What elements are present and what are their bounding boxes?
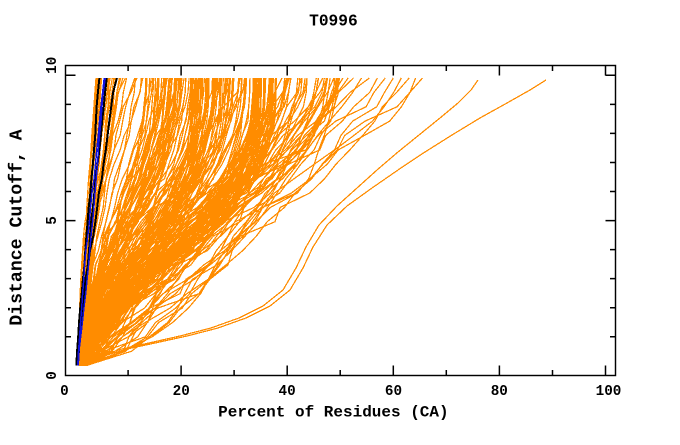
svg-text:80: 80 — [491, 384, 508, 400]
svg-text:100: 100 — [596, 384, 622, 400]
svg-text:10: 10 — [45, 57, 61, 74]
svg-text:Percent of Residues (CA): Percent of Residues (CA) — [218, 404, 448, 422]
svg-text:Distance Cutoff, A: Distance Cutoff, A — [8, 129, 28, 326]
svg-text:60: 60 — [385, 384, 402, 400]
svg-text:40: 40 — [279, 384, 296, 400]
svg-text:0: 0 — [60, 384, 69, 400]
svg-text:0: 0 — [45, 371, 61, 380]
svg-text:5: 5 — [45, 216, 61, 225]
svg-text:T0996: T0996 — [309, 13, 358, 31]
svg-text:20: 20 — [173, 384, 190, 400]
